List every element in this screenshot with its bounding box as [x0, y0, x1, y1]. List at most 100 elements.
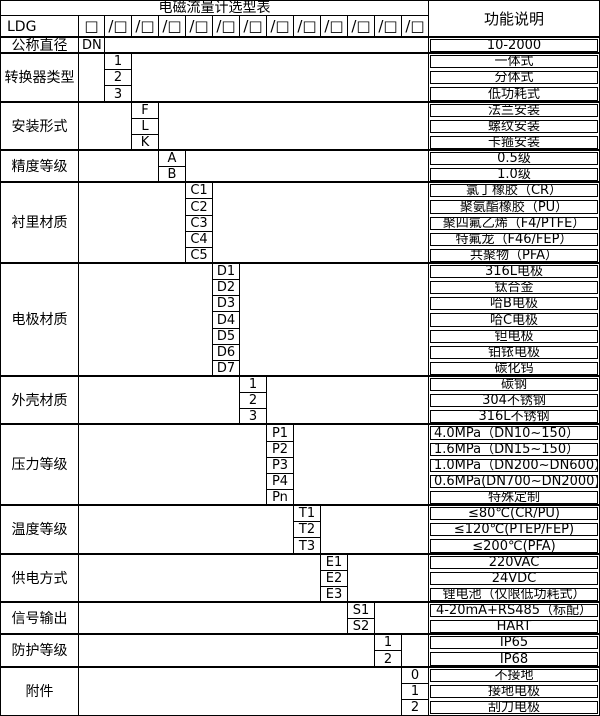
group-empty-right [158, 102, 429, 151]
model-slash-box: /□ [131, 15, 159, 38]
desc-cell: 碳钢 [430, 378, 598, 391]
desc-cell: 哈B电极 [430, 297, 598, 310]
code-cell: 2 [104, 69, 132, 86]
group-label: 供电方式 [0, 554, 79, 603]
code-cell: 1 [104, 53, 132, 70]
model-slash-box: /□ [401, 15, 429, 38]
group-separator [0, 504, 600, 506]
code-cell: E1 [320, 554, 348, 571]
desc-cell: 聚四氟乙烯（F4/PTFE） [430, 217, 598, 230]
desc-cell: 锂电池（仅限低功耗式） [430, 588, 598, 601]
group-label: 附件 [0, 667, 79, 716]
group-empty-right [347, 554, 429, 603]
group-empty-left [78, 263, 213, 377]
code-cell: A [158, 150, 186, 167]
code-cell: P1 [266, 424, 294, 442]
desc-cell: 4-20mA+RS485（标配） [430, 604, 598, 617]
code-cell: 1 [239, 376, 267, 393]
group-empty-left [78, 376, 240, 425]
group-empty-right [185, 150, 429, 183]
desc-cell: 低功耗式 [430, 87, 598, 101]
desc-cell: 0.6MPa(DN700~DN2000) [430, 475, 598, 488]
desc-cell: 聚氨酯橡胶（PU） [430, 200, 598, 214]
table-title: 电磁流量计选型表 [0, 0, 429, 16]
group-separator [0, 36, 600, 38]
code-cell: D1 [212, 263, 240, 280]
code-cell: D4 [212, 311, 240, 329]
table-border [0, 0, 1, 716]
desc-cell: ≤200℃(PFA) [430, 539, 598, 553]
group-label: 衬里材质 [0, 182, 79, 264]
desc-cell: 铂铱电极 [430, 346, 598, 359]
code-cell: C1 [185, 182, 213, 199]
desc-cell: 螺纹安装 [430, 120, 598, 133]
desc-cell: 1.0MPa（DN200~DN600） [430, 459, 598, 472]
group-empty-left [78, 53, 105, 103]
group-label: 防护等级 [0, 634, 79, 668]
desc-cell: 钛合金 [430, 281, 598, 294]
group-empty-right [239, 263, 429, 377]
code-cell: P3 [266, 457, 294, 474]
code-cell: L [131, 118, 159, 135]
desc-cell: 接地电极 [430, 685, 598, 698]
group-separator [0, 375, 600, 377]
desc-cell: ≤120℃(PTEP/FEP) [430, 523, 598, 536]
desc-cell: 哈C电极 [430, 313, 598, 327]
function-column-header: 功能说明 [428, 0, 600, 38]
group-label: 温度等级 [0, 505, 79, 555]
desc-cell: 24VDC [430, 572, 598, 585]
code-cell: D5 [212, 328, 240, 345]
group-empty-left [78, 667, 402, 716]
group-separator [0, 101, 600, 103]
code-cell: F [131, 102, 159, 119]
group-empty-left [78, 424, 267, 506]
group-empty-left [78, 634, 375, 668]
desc-cell: IP65 [430, 636, 598, 649]
code-cell: P2 [266, 441, 294, 458]
group-empty-right [374, 602, 429, 635]
group-empty-left [78, 505, 294, 555]
desc-cell: 220VAC [430, 556, 598, 569]
model-code-box: □ [78, 15, 105, 38]
code-cell: C2 [185, 198, 213, 216]
group-empty-right [212, 182, 429, 264]
desc-cell: 316L不锈钢 [430, 410, 598, 423]
model-slash-box: /□ [185, 15, 213, 38]
model-prefix: LDG [0, 15, 79, 38]
desc-cell: 不接地 [430, 669, 598, 682]
desc-cell: 法兰安装 [430, 104, 598, 117]
desc-cell: 特殊定制 [430, 491, 598, 504]
code-cell: D3 [212, 295, 240, 312]
group-label: 压力等级 [0, 424, 79, 506]
group-empty-right [266, 376, 429, 425]
code-cell: 2 [239, 392, 267, 409]
code-cell: S1 [347, 602, 375, 619]
desc-cell: 4.0MPa（DN10~150） [430, 426, 598, 440]
model-slash-box: /□ [104, 15, 132, 38]
code-cell: 2 [401, 699, 429, 716]
model-slash-box: /□ [239, 15, 267, 38]
group-empty-right [401, 634, 429, 668]
group-separator [0, 633, 600, 635]
desc-cell: 分体式 [430, 71, 598, 84]
group-separator [0, 553, 600, 555]
desc-cell: 共聚物（PFA） [430, 249, 598, 262]
group-separator [0, 52, 600, 54]
code-cell: C3 [185, 215, 213, 232]
code-cell: D6 [212, 344, 240, 361]
group-separator [0, 149, 600, 151]
code-cell: P4 [266, 473, 294, 490]
group-separator [0, 666, 600, 668]
desc-cell: ≤80℃(CR/PU) [430, 507, 598, 520]
code-cell: 1 [401, 683, 429, 700]
group-empty-right [293, 424, 429, 506]
group-separator [0, 181, 600, 183]
group-empty-left [78, 102, 132, 151]
code-cell: T2 [293, 521, 321, 538]
desc-cell: 碳化钨 [430, 362, 598, 375]
desc-cell: 10-2000 [430, 39, 598, 52]
group-empty-left [78, 602, 348, 635]
group-empty-right [320, 505, 429, 555]
group-empty-left [78, 150, 159, 183]
